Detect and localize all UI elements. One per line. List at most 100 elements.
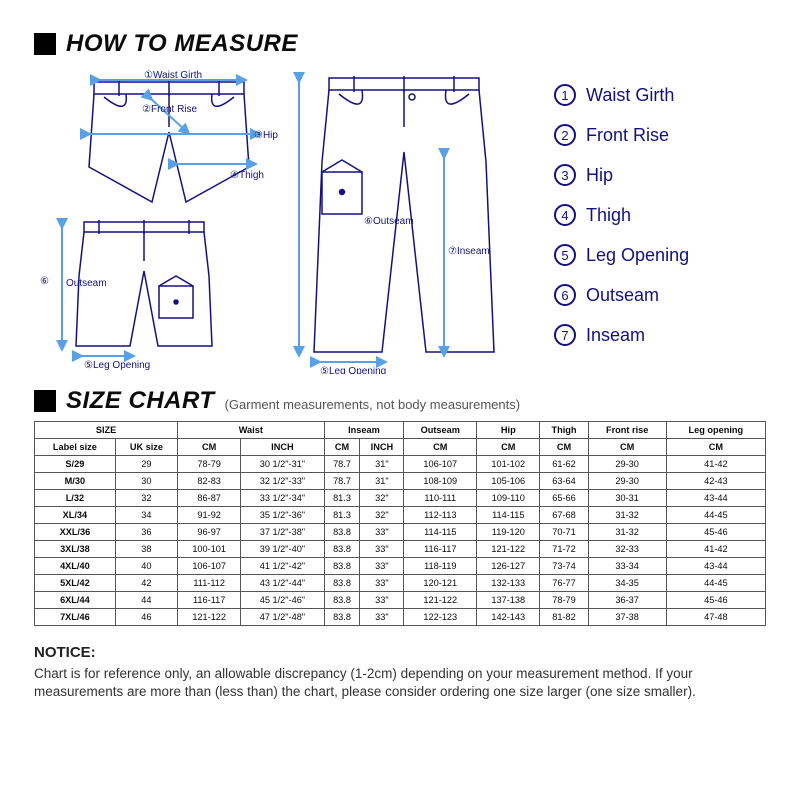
table-cell: 30-31 <box>588 490 666 507</box>
table-cell: 70-71 <box>540 524 588 541</box>
table-cell: 29 <box>115 456 177 473</box>
legend-item: 7Inseam <box>554 324 766 346</box>
table-cell: 43-44 <box>666 558 765 575</box>
table-row: L/323286-8733 1/2"-34"81.332"110-111109-… <box>35 490 766 507</box>
label-front-rise: ②Front Rise <box>142 104 198 115</box>
table-cell: 32 1/2"-33" <box>241 473 324 490</box>
howto-section: ①Waist Girth ②Front Rise ③Hip ④Thigh ⑥ <box>34 64 766 379</box>
table-row: 3XL/3838100-10139 1/2"-40"83.833"116-117… <box>35 541 766 558</box>
table-cell: 34-35 <box>588 575 666 592</box>
legend-num: 3 <box>554 164 576 186</box>
table-cell: 120-121 <box>404 575 477 592</box>
table-cell: 106-107 <box>404 456 477 473</box>
table-cell: 114-115 <box>404 524 477 541</box>
table-cell: 121-122 <box>404 592 477 609</box>
table-cell: 142-143 <box>477 609 540 626</box>
table-body: S/292978-7930 1/2"-31"78.731"106-107101-… <box>35 456 766 626</box>
sub-header: CM <box>324 439 360 456</box>
notice-title: NOTICE: <box>34 644 766 661</box>
table-cell: 61-62 <box>540 456 588 473</box>
table-cell: 119-120 <box>477 524 540 541</box>
table-cell: 109-110 <box>477 490 540 507</box>
table-cell: 121-122 <box>178 609 241 626</box>
table-cell: 63-64 <box>540 473 588 490</box>
sizechart-title: SIZE CHART <box>66 387 215 415</box>
table-cell: 31" <box>360 456 404 473</box>
table-cell: 41 1/2"-42" <box>241 558 324 575</box>
table-cell: S/29 <box>35 456 116 473</box>
table-cell: 37 1/2"-38" <box>241 524 324 541</box>
table-cell: 33-34 <box>588 558 666 575</box>
measurement-diagram: ①Waist Girth ②Front Rise ③Hip ④Thigh ⑥ <box>34 64 534 379</box>
table-cell: 33" <box>360 541 404 558</box>
table-cell: 32-33 <box>588 541 666 558</box>
table-cell: 44 <box>115 592 177 609</box>
legend-num: 7 <box>554 324 576 346</box>
table-cell: 67-68 <box>540 507 588 524</box>
table-cell: 33 1/2"-34" <box>241 490 324 507</box>
table-cell: 33" <box>360 592 404 609</box>
group-header: Inseam <box>324 422 404 439</box>
sub-header: CM <box>588 439 666 456</box>
table-cell: 39 1/2"-40" <box>241 541 324 558</box>
legend-item: 5Leg Opening <box>554 244 766 266</box>
sub-header: CM <box>178 439 241 456</box>
table-cell: 116-117 <box>178 592 241 609</box>
table-cell: M/30 <box>35 473 116 490</box>
table-cell: 132-133 <box>477 575 540 592</box>
table-cell: 96-97 <box>178 524 241 541</box>
table-cell: XXL/36 <box>35 524 116 541</box>
table-row: 7XL/4646121-12247 1/2"-48"83.833"122-123… <box>35 609 766 626</box>
table-cell: XL/34 <box>35 507 116 524</box>
table-cell: 105-106 <box>477 473 540 490</box>
table-cell: 73-74 <box>540 558 588 575</box>
label-leg-opening-short: ⑤Leg Opening <box>84 360 150 371</box>
table-cell: 82-83 <box>178 473 241 490</box>
table-cell: 30 1/2"-31" <box>241 456 324 473</box>
legend-label: Leg Opening <box>586 245 689 266</box>
measurement-legend: 1Waist Girth 2Front Rise 3Hip 4Thigh 5Le… <box>554 64 766 364</box>
table-cell: 45-46 <box>666 524 765 541</box>
table-cell: 29-30 <box>588 473 666 490</box>
group-header: Leg opening <box>666 422 765 439</box>
table-cell: 83.8 <box>324 524 360 541</box>
table-cell: 71-72 <box>540 541 588 558</box>
sub-header: Label size <box>35 439 116 456</box>
howto-heading: HOW TO MEASURE <box>34 30 766 58</box>
table-cell: 31" <box>360 473 404 490</box>
table-row: 4XL/4040106-10741 1/2"-42"83.833"118-119… <box>35 558 766 575</box>
table-cell: 81.3 <box>324 507 360 524</box>
table-cell: 91-92 <box>178 507 241 524</box>
table-cell: 121-122 <box>477 541 540 558</box>
table-row: XXL/363696-9737 1/2"-38"83.833"114-11511… <box>35 524 766 541</box>
table-cell: 42-43 <box>666 473 765 490</box>
table-cell: 31-32 <box>588 507 666 524</box>
table-cell: 36-37 <box>588 592 666 609</box>
table-cell: 76-77 <box>540 575 588 592</box>
table-cell: 81-82 <box>540 609 588 626</box>
table-cell: 83.8 <box>324 541 360 558</box>
label-hip: ③Hip <box>254 130 278 141</box>
sub-header: CM <box>666 439 765 456</box>
sizechart-heading: SIZE CHART (Garment measurements, not bo… <box>34 387 766 415</box>
table-cell: 5XL/42 <box>35 575 116 592</box>
table-cell: 108-109 <box>404 473 477 490</box>
legend-label: Waist Girth <box>586 85 674 106</box>
legend-label: Hip <box>586 165 613 186</box>
table-cell: 6XL/44 <box>35 592 116 609</box>
table-cell: 38 <box>115 541 177 558</box>
table-cell: 4XL/40 <box>35 558 116 575</box>
group-header: SIZE <box>35 422 178 439</box>
table-cell: 32 <box>115 490 177 507</box>
table-cell: 100-101 <box>178 541 241 558</box>
table-cell: 43-44 <box>666 490 765 507</box>
group-header: Outseam <box>404 422 477 439</box>
svg-text:Outseam: Outseam <box>66 278 107 289</box>
table-cell: 65-66 <box>540 490 588 507</box>
sizechart-subtitle: (Garment measurements, not body measurem… <box>225 397 521 412</box>
table-cell: 37-38 <box>588 609 666 626</box>
table-cell: 83.8 <box>324 575 360 592</box>
table-cell: 110-111 <box>404 490 477 507</box>
table-cell: 118-119 <box>404 558 477 575</box>
table-cell: 44-45 <box>666 575 765 592</box>
